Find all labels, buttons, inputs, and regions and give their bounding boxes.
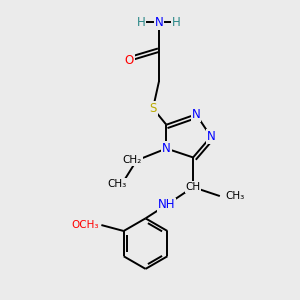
Text: N: N	[154, 16, 163, 29]
Text: OCH₃: OCH₃	[71, 220, 98, 230]
Text: CH₃: CH₃	[226, 191, 245, 201]
Text: S: S	[149, 102, 157, 115]
Text: CH: CH	[185, 182, 201, 192]
Text: CH₂: CH₂	[122, 155, 142, 165]
Text: H: H	[137, 16, 146, 29]
Text: H: H	[172, 16, 181, 29]
Text: CH₃: CH₃	[108, 179, 127, 189]
Text: N: N	[207, 130, 215, 143]
Text: NH: NH	[158, 199, 175, 212]
Text: N: N	[162, 142, 171, 155]
Text: N: N	[192, 108, 200, 121]
Text: O: O	[124, 54, 134, 67]
